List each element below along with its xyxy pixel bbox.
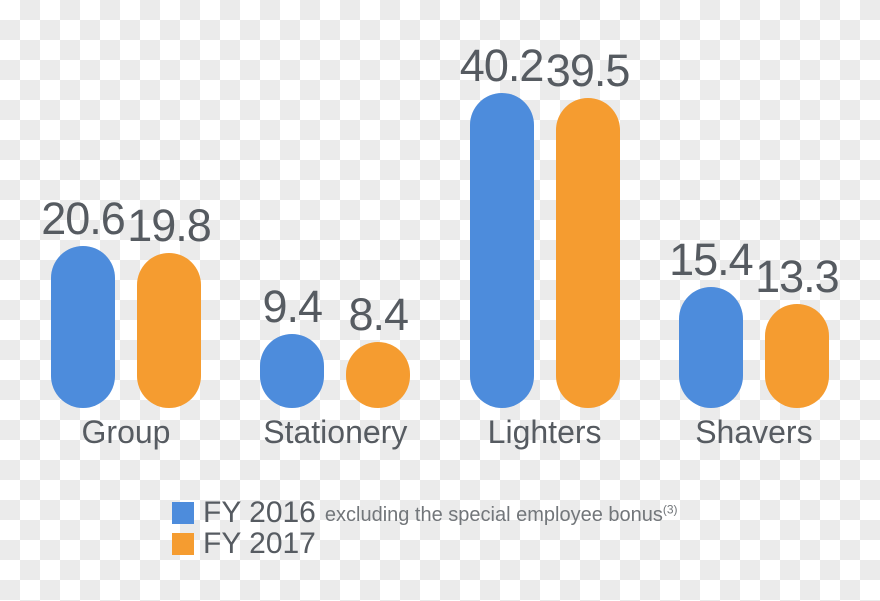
legend-note-text: excluding the special employee bonus [324,504,663,526]
bar-fy2017-lighters [555,98,620,408]
bar-fy2016-stationery [260,334,325,408]
value-label-fy2016-lighters: 40.2 [459,39,545,91]
legend-note: excluding the special employee bonus(3) [325,500,678,525]
value-label-fy2016-group: 20.6 [41,193,126,245]
bar-fy2017-stationery [346,342,411,408]
legend-swatch-fy2016 [172,501,194,524]
bar-fy2016-lighters [469,92,534,408]
legend-label-fy2016: FY 2016 [203,495,316,529]
bar-fy2016-group [51,246,115,408]
legend-row-fy2016: FY 2016 excluding the special employee b… [172,497,678,528]
value-label-fy2017-shavers: 13.3 [755,250,840,302]
category-label-lighters: Lighters [487,414,602,450]
bar-fy2017-shavers [764,303,829,408]
category-label-stationery: Stationery [263,414,408,450]
bar-fy2016-shavers [678,287,743,408]
legend-row-fy2017: FY 2017 [172,528,678,559]
value-label-fy2016-shavers: 15.4 [669,234,754,286]
value-label-fy2016-stationery: 9.4 [262,281,324,333]
legend: FY 2016 excluding the special employee b… [172,497,678,559]
value-label-fy2017-group: 19.8 [127,199,212,251]
legend-note-superscript: (3) [662,502,678,517]
legend-label-fy2017: FY 2017 [203,526,316,560]
bar-fy2017-group [137,252,201,408]
legend-swatch-fy2017 [172,532,194,555]
category-label-group: Group [81,414,171,450]
category-label-shavers: Shavers [695,414,813,450]
value-label-fy2017-lighters: 39.5 [545,45,631,97]
value-label-fy2017-stationery: 8.4 [348,289,410,341]
